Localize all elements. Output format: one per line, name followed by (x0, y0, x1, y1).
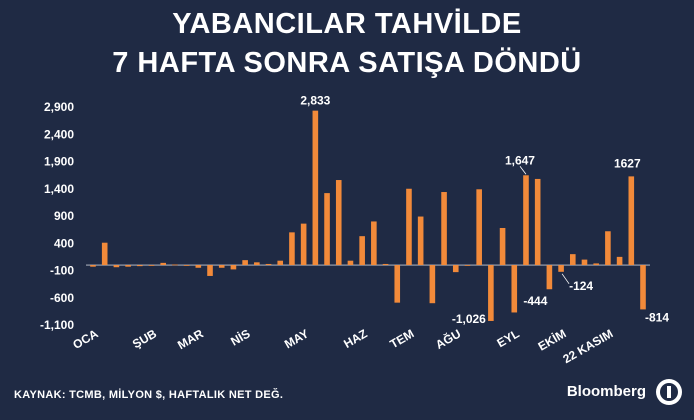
data-label: 1,647 (505, 153, 535, 167)
x-month-label: HAZ (341, 326, 369, 350)
y-tick-label: 2,400 (44, 127, 74, 141)
bar (523, 175, 529, 266)
bar (476, 189, 482, 266)
bar (382, 263, 389, 266)
bar (359, 236, 365, 266)
source-note: KAYNAK: TCMB, MİLYON $, HAFTALIK NET DEĞ… (14, 389, 284, 401)
bar (137, 265, 143, 267)
bar (616, 256, 623, 266)
bar (289, 232, 295, 266)
bar (593, 263, 599, 266)
bar (441, 192, 447, 266)
bar (148, 265, 155, 266)
bar (605, 231, 611, 266)
bar (312, 110, 319, 266)
x-month-label: AĞU (433, 326, 464, 352)
bar (452, 265, 459, 273)
bloomberg-logo-text: Bloomberg (566, 383, 646, 400)
y-tick-label: 2,900 (44, 100, 74, 114)
x-month-label: EKİM (535, 326, 568, 354)
bar (488, 265, 494, 321)
bar (113, 265, 120, 268)
x-month-label: OCA (70, 326, 100, 352)
bar (335, 180, 342, 266)
bar (277, 260, 284, 266)
bar (406, 188, 412, 266)
data-label: 1627 (614, 156, 641, 170)
label-leader-line (519, 166, 527, 175)
bar (394, 265, 401, 303)
bar (101, 242, 108, 266)
bar (242, 260, 248, 266)
x-month-label: TEM (388, 326, 417, 351)
chart-title-line1: YABANCILAR TAHVİLDE (172, 8, 522, 40)
bar (534, 178, 541, 266)
bar (172, 264, 178, 266)
label-leader-line (561, 273, 570, 285)
bar (195, 265, 202, 268)
bar (254, 262, 260, 266)
bar (511, 265, 518, 313)
data-label: 2,833 (300, 94, 330, 108)
x-month-label: ŞUB (130, 326, 159, 351)
bar (417, 216, 424, 266)
x-month-label: NİS (228, 326, 253, 349)
bar (300, 223, 307, 266)
y-tick-label: 1,900 (44, 155, 74, 169)
x-month-label: MAY (282, 326, 311, 351)
y-tick-label: 1,400 (44, 182, 74, 196)
bar (347, 260, 354, 266)
bar (429, 265, 436, 304)
bar (371, 221, 377, 266)
y-tick-label: 400 (54, 236, 74, 250)
bar (125, 265, 131, 267)
y-tick-label: 900 (54, 209, 74, 223)
emblem-icon (656, 379, 682, 405)
bar (324, 193, 330, 266)
bar (558, 265, 564, 272)
bar (183, 265, 190, 266)
data-label: -1,026 (452, 312, 486, 326)
y-tick-label: -1,100 (40, 318, 74, 332)
bar (628, 176, 635, 266)
bar (207, 265, 213, 276)
bar (581, 259, 588, 266)
bar (546, 265, 553, 290)
bar (218, 265, 225, 268)
bar (569, 254, 576, 266)
y-tick-label: -600 (50, 291, 74, 305)
bar (90, 265, 96, 267)
x-month-label: EYL (495, 326, 522, 350)
bar (265, 263, 272, 266)
bar (160, 262, 167, 266)
x-month-label: MAR (175, 326, 206, 352)
data-label: -444 (523, 294, 547, 308)
bar (230, 265, 237, 270)
y-tick-label: -100 (50, 264, 74, 278)
x-month-label: 22 KASIM (560, 326, 615, 366)
data-label: -814 (645, 310, 669, 324)
bar (499, 227, 506, 266)
chart-title-line2: 7 HAFTA SONRA SATIŞA DÖNDÜ (112, 47, 582, 79)
data-label: -124 (569, 279, 593, 293)
bar (464, 265, 471, 266)
bar (640, 265, 646, 310)
